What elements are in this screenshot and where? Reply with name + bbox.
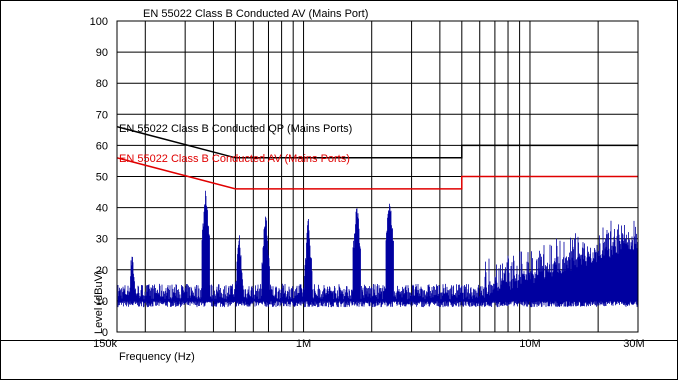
divider: [0, 340, 678, 341]
x-axis-label: Frequency (Hz): [119, 351, 195, 363]
qp-limit-line: [116, 125, 638, 159]
plot-border: [116, 20, 639, 333]
y-tick-label: 30: [96, 234, 108, 246]
x-tick-labels: 150k 1M 10M 30M: [93, 338, 645, 350]
y-tick-labels: 0 10 20 30 40 50 60 70 80 90 100: [90, 16, 108, 339]
y-tick-label: 80: [96, 78, 108, 90]
y-tick-label: 20: [96, 265, 108, 277]
x-tick-label: 30M: [623, 338, 644, 350]
y-axis-label: Level (dBuV): [93, 270, 105, 334]
av-limit-label: EN 55022 Class B Conducted AV (Mains Por…: [119, 153, 350, 165]
x-tick-label: 10M: [519, 338, 540, 350]
noise-trace: [117, 190, 638, 308]
y-tick-label: 100: [90, 16, 108, 28]
y-tick-label: 70: [96, 109, 108, 121]
y-tick-label: 90: [96, 47, 108, 59]
x-tick-label: 1M: [296, 338, 311, 350]
x-tick-label: 150k: [93, 338, 117, 350]
av-limit-line: [116, 157, 638, 190]
qp-limit-label: EN 55022 Class B Conducted QP (Mains Por…: [119, 123, 352, 135]
y-tick-label: 40: [96, 203, 108, 215]
y-tick-label: 0: [102, 327, 108, 339]
measurement-trace: [117, 190, 638, 308]
y-tick-label: 60: [96, 140, 108, 152]
limit-lines: [116, 125, 638, 190]
y-tick-label: 50: [96, 172, 108, 184]
y-tick-label: 10: [96, 296, 108, 308]
chart-title: EN 55022 Class B Conducted AV (Mains Por…: [143, 8, 368, 20]
